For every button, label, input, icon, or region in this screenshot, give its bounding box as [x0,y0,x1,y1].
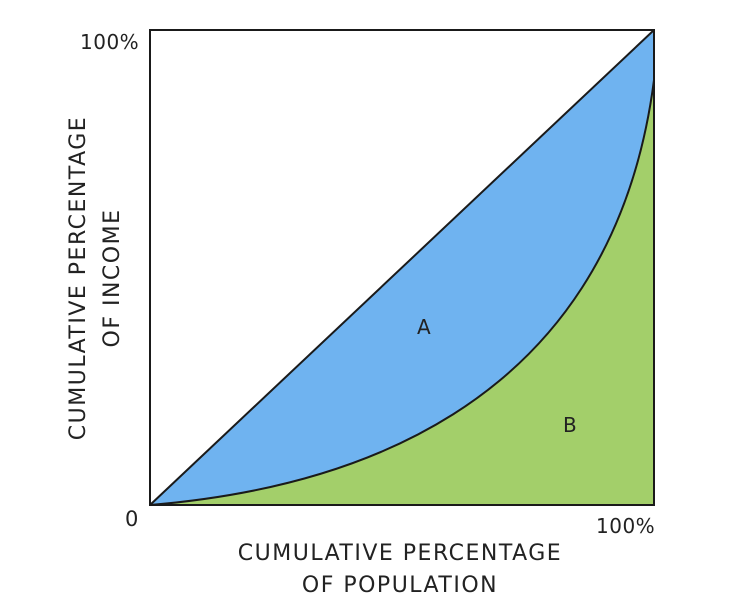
origin-label: 0 [125,507,140,531]
area-b-region [150,80,654,505]
y-axis-max-label: 100% [80,30,140,54]
x-axis-max-label: 100% [596,514,656,538]
x-axis-title: CUMULATIVE PERCENTAGE OF POPULATION [0,538,735,602]
line-of-equality [149,29,655,506]
y-axis-title: CUMULATIVE PERCENTAGE OF INCOME [62,78,130,478]
y-axis-title-line2: OF INCOME [100,208,125,348]
y-axis-title-line1: CUMULATIVE PERCENTAGE [66,115,91,441]
area-a-label: A [417,315,431,339]
x-axis-title-line2: OF POPULATION [301,573,499,598]
area-b-label: B [563,413,577,437]
plot-frame [149,29,655,506]
x-axis-title-line1: CUMULATIVE PERCENTAGE [237,541,563,566]
lorenz-curve [149,79,655,506]
